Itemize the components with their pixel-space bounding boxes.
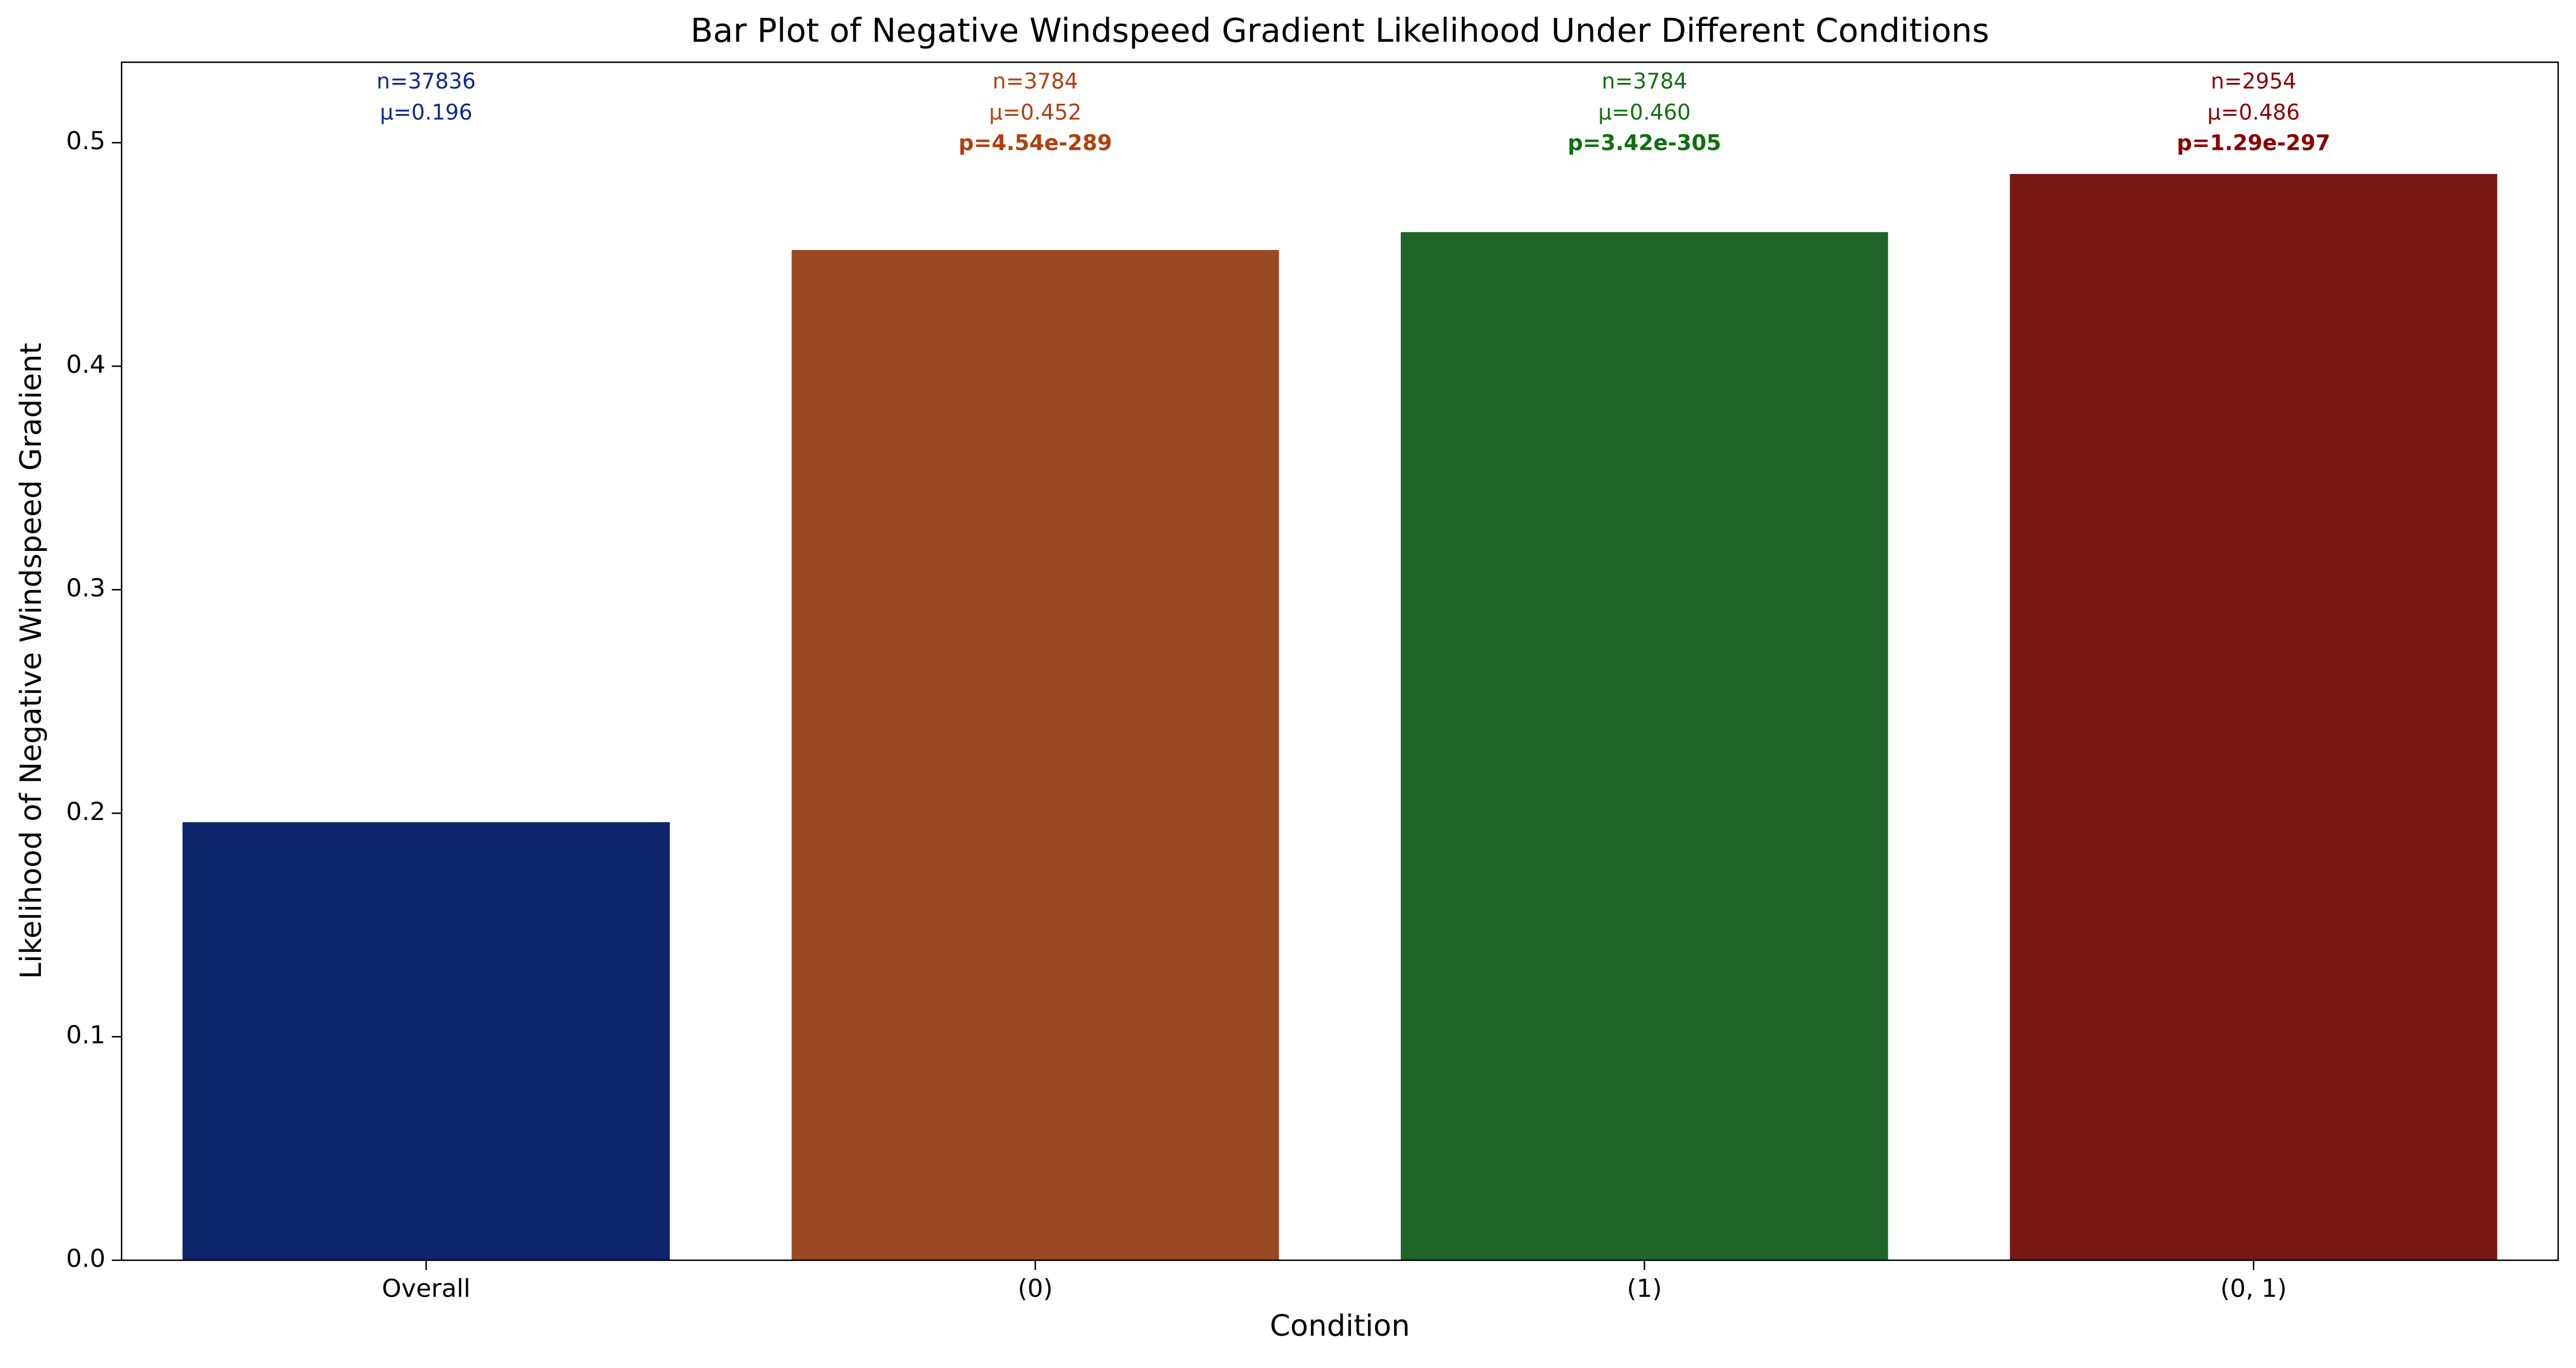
x-tick-label: (1) [1627,1275,1662,1303]
y-tick-label: 0.4 [66,350,105,379]
value-label: μ=0.196 [380,100,472,125]
bar [182,822,670,1260]
value-label: μ=0.486 [2207,100,2299,125]
p-label: p=1.29e-297 [2177,131,2330,156]
y-tick-label: 0.5 [66,127,105,156]
bar [2010,173,2498,1261]
value-label: μ=0.460 [1598,100,1690,125]
n-label: n=2954 [2211,69,2297,94]
n-label: n=37836 [376,69,475,94]
y-tick-label: 0.1 [66,1021,105,1050]
y-axis-label: Likelihood of Negative Windspeed Gradien… [14,343,48,979]
chart-title: Bar Plot of Negative Windspeed Gradient … [690,12,1989,50]
x-tick-label: (0, 1) [2220,1275,2287,1303]
n-label: n=3784 [1601,69,1687,94]
plot-frame [120,61,2559,1261]
bar [791,250,1279,1260]
y-tick-label: 0.0 [66,1245,105,1273]
n-label: n=3784 [992,69,1078,94]
y-tick-label: 0.3 [66,574,105,603]
value-label: μ=0.452 [989,100,1081,125]
bar [1400,232,1888,1260]
y-tick-label: 0.2 [66,798,105,826]
x-tick-label: (0) [1018,1275,1053,1303]
x-axis-label: Condition [1270,1309,1410,1343]
x-tick-label: Overall [382,1275,471,1303]
p-label: p=3.42e-305 [1567,131,1721,156]
p-label: p=4.54e-289 [958,131,1112,156]
